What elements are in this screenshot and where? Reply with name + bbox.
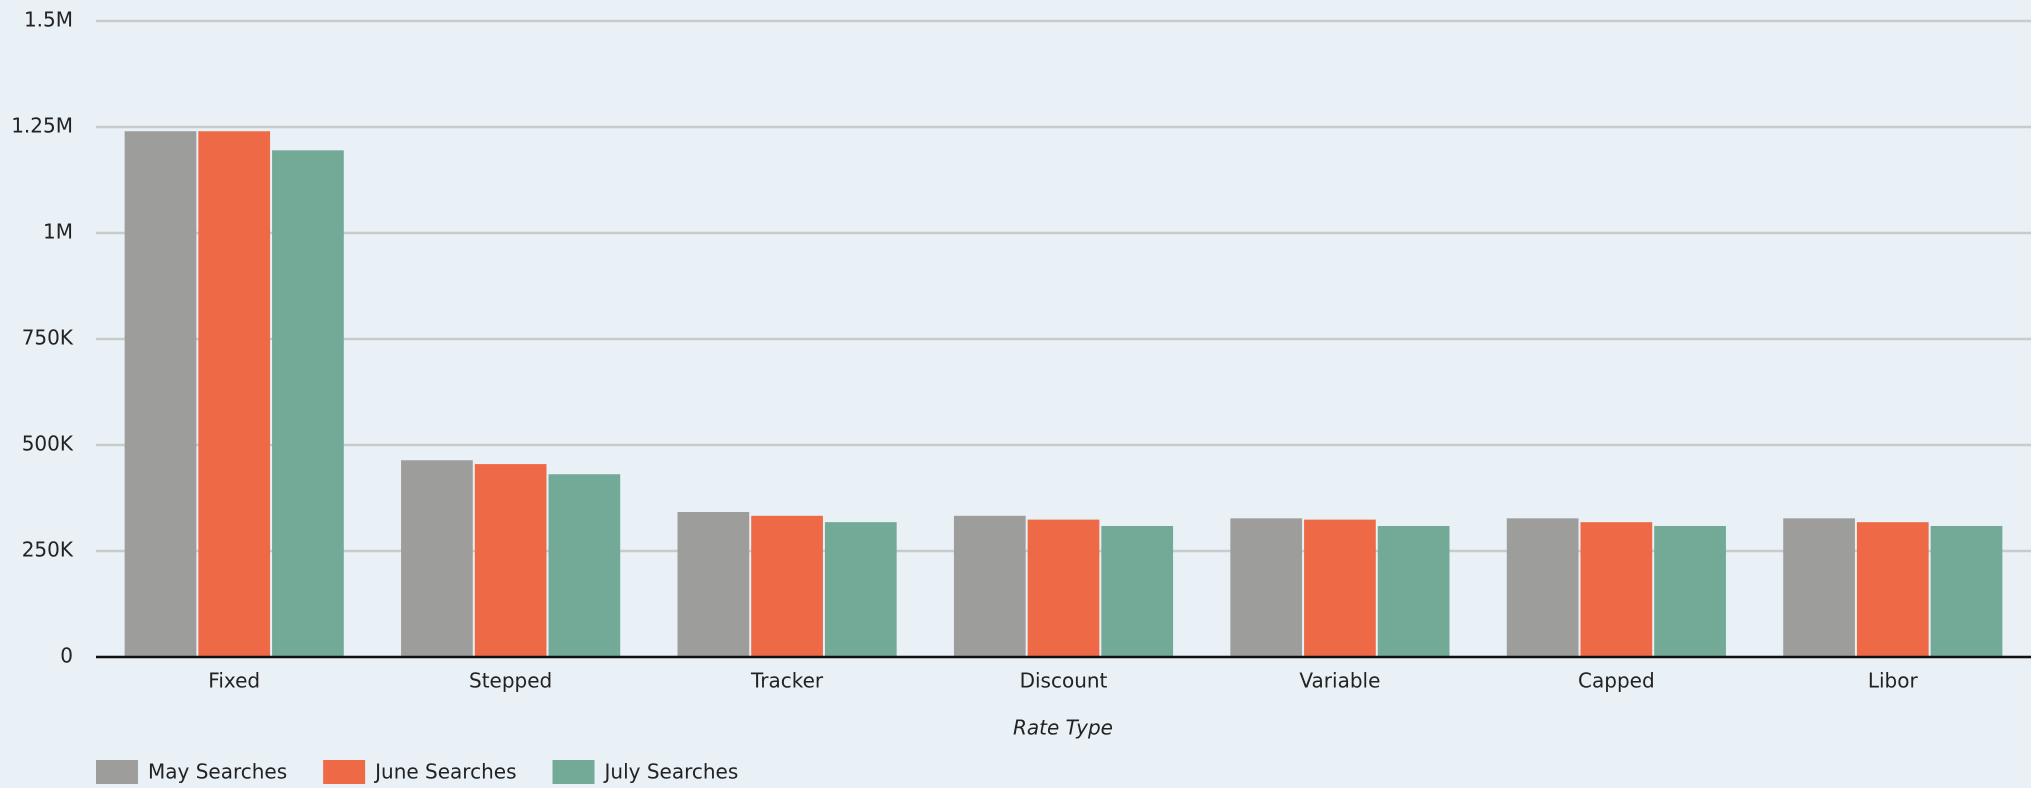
bar [1377,525,1450,657]
bar [824,522,897,657]
x-tick-label: Tracker [750,669,824,693]
bar [751,515,823,657]
bar [401,460,473,657]
bar [1101,525,1174,657]
bar [474,464,547,657]
bar [1856,522,1929,657]
x-tick-label: Variable [1299,669,1380,693]
y-tick-label: 0 [60,644,73,668]
legend-label: May Searches [148,760,287,784]
bar [1304,519,1376,657]
legend-label: July Searches [603,760,739,784]
x-tick-label: Discount [1020,669,1108,693]
x-tick-label: Libor [1868,669,1919,693]
bar [548,474,621,657]
legend-swatch [552,760,595,784]
x-axis-title: Rate Type [1013,716,1113,740]
bar [1027,519,1100,657]
bar [1506,518,1579,657]
legend-swatch [96,760,138,784]
bar [953,515,1026,657]
legend-label: June Searches [373,760,516,784]
y-tick-label: 1.25M [11,114,73,138]
bar [272,150,344,657]
y-tick-label: 500K [22,432,74,456]
bar [1783,518,1855,657]
y-tick-label: 250K [22,538,74,562]
x-tick-label: Fixed [208,669,260,693]
bar [1654,525,1726,657]
y-tick-label: 1M [43,220,73,244]
bar [1230,518,1303,657]
x-tick-label: Capped [1578,669,1655,693]
bar [677,511,750,657]
x-tick-label: Stepped [469,669,552,693]
bar [1580,522,1653,657]
y-tick-label: 1.5M [24,8,73,32]
y-tick-label: 750K [22,326,74,350]
bar [198,131,271,658]
legend-swatch [323,760,366,784]
bar [124,131,197,658]
bar [1930,525,2003,657]
